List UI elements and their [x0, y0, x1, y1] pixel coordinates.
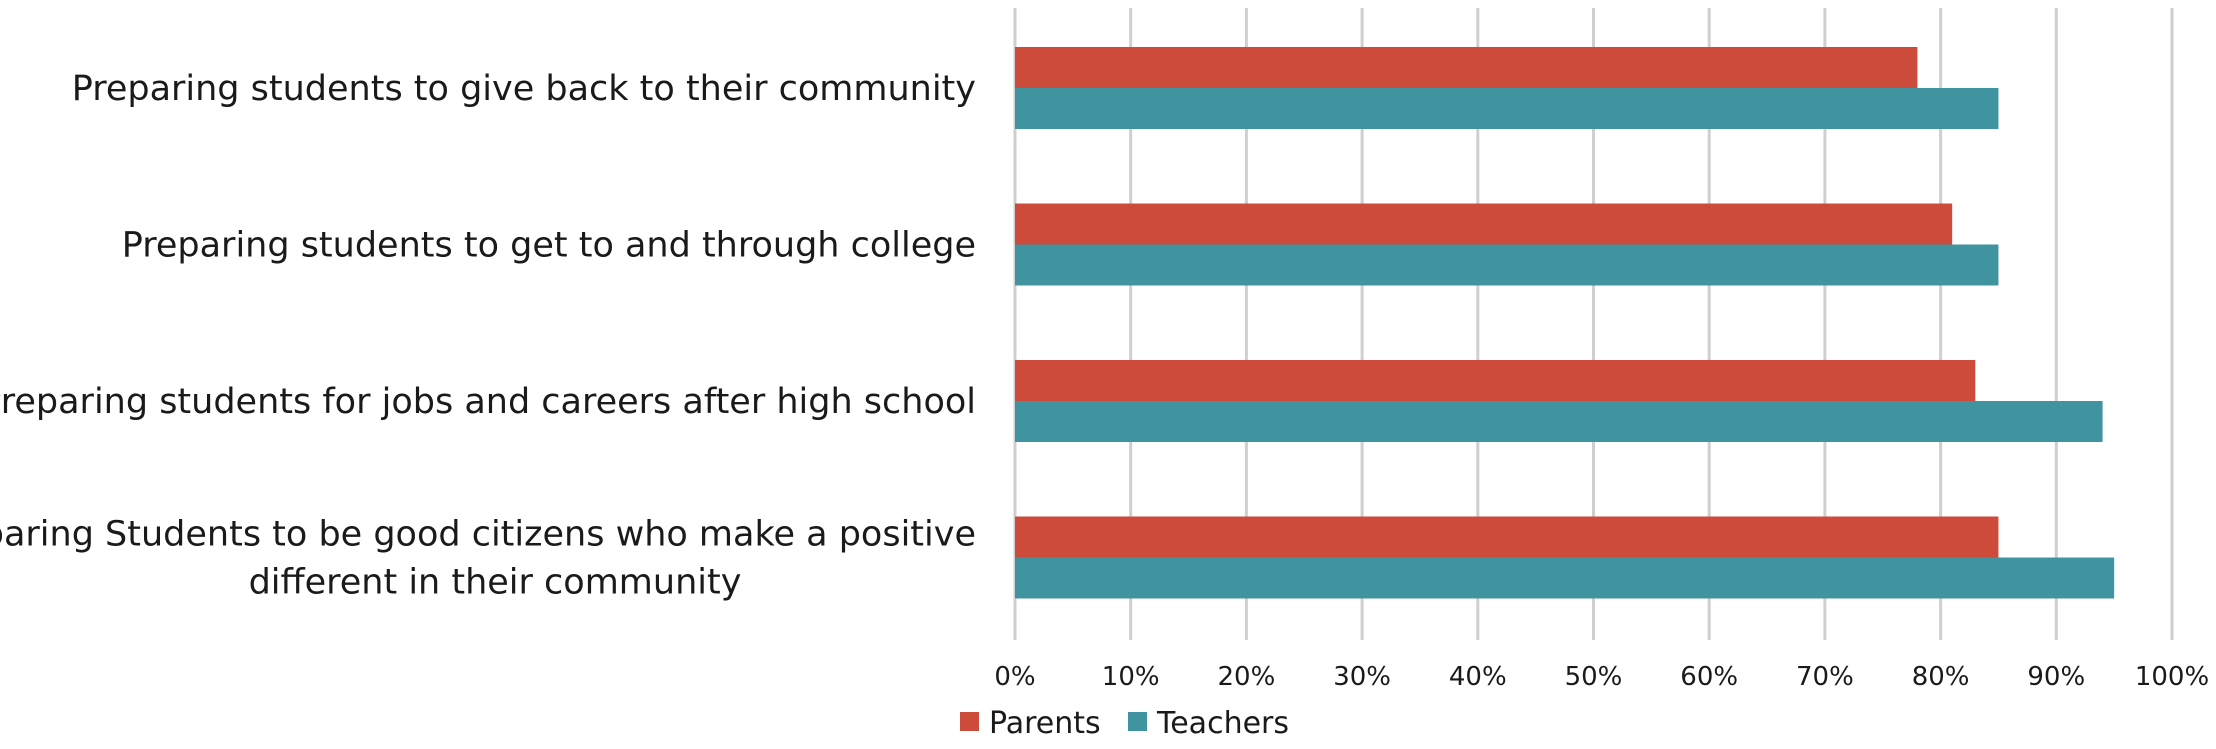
x-tick-label: 30% — [1333, 662, 1391, 692]
bar-parents — [1015, 516, 1999, 558]
bar-teachers — [1015, 557, 2115, 599]
x-tick-label: 10% — [1102, 662, 1160, 692]
category-label: Preparing students to get to and through… — [122, 226, 976, 266]
x-tick-label: 0% — [994, 662, 1035, 692]
legend-label-parents: Parents — [989, 706, 1101, 741]
x-tick-label: 70% — [1796, 662, 1854, 692]
bar-parents — [1015, 47, 1918, 88]
legend-label-teachers: Teachers — [1156, 706, 1289, 741]
x-tick-labels: 0% 10% 20% 30% 40% 50% 60% 70% 80% 90% 100% — [994, 662, 2209, 692]
category-labels: Preparing students to give back to their… — [0, 69, 976, 603]
bar-teachers — [1015, 88, 1999, 129]
x-tick-label: 60% — [1680, 662, 1738, 692]
x-tick-label: 50% — [1565, 662, 1623, 692]
bars — [1015, 47, 2115, 599]
bar-parents — [1015, 203, 1953, 245]
x-tick-label: 80% — [1912, 662, 1970, 692]
x-tick-label: 20% — [1218, 662, 1276, 692]
bar-teachers — [1015, 244, 1999, 286]
category-label: Preparing Students to be good citizens w… — [0, 515, 976, 603]
category-label: Preparing students to give back to their… — [72, 69, 976, 109]
legend-swatch-parents — [960, 712, 979, 731]
category-label: Preparing students for jobs and careers … — [0, 382, 976, 422]
bar-teachers — [1015, 401, 2103, 442]
x-tick-label: 100% — [2135, 662, 2209, 692]
bar-parents — [1015, 360, 1976, 401]
legend: Parents Teachers — [960, 706, 1289, 741]
legend-swatch-teachers — [1128, 712, 1147, 731]
x-tick-label: 40% — [1449, 662, 1507, 692]
x-tick-label: 90% — [2027, 662, 2085, 692]
